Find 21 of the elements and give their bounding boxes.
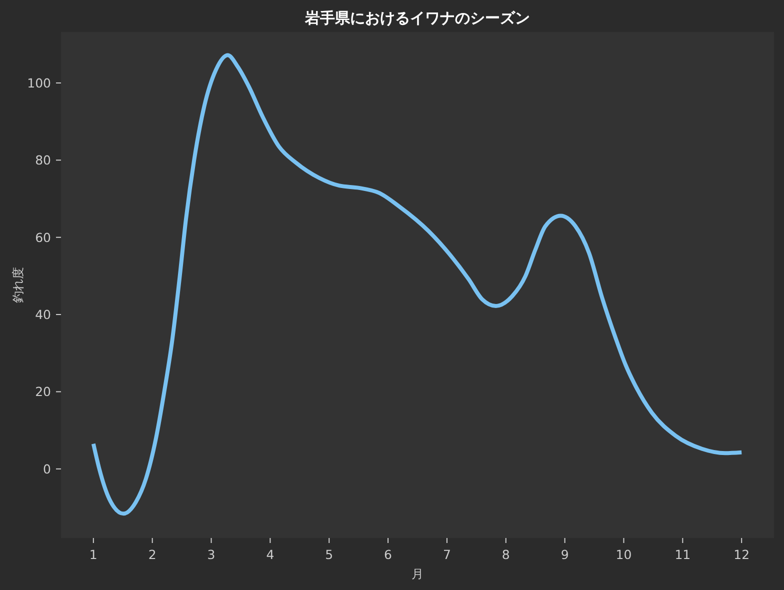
chart-title: 岩手県におけるイワナのシーズン: [304, 9, 530, 27]
x-tick-label: 9: [560, 547, 569, 562]
y-tick-label: 40: [35, 307, 52, 322]
x-tick-label: 12: [734, 547, 750, 562]
x-tick-label: 1: [89, 547, 98, 562]
x-tick-label: 10: [616, 547, 632, 562]
x-tick-label: 6: [384, 547, 392, 562]
x-tick-label: 8: [502, 547, 510, 562]
x-axis-title: 月: [412, 567, 424, 581]
y-tick-label: 0: [43, 461, 52, 476]
y-tick-label: 60: [35, 230, 52, 245]
x-tick-label: 3: [207, 547, 216, 562]
y-tick-label: 80: [35, 152, 52, 168]
x-tick-label: 7: [442, 547, 451, 562]
y-tick-label: 20: [35, 384, 52, 400]
y-axis-title: 釣れ度: [11, 267, 25, 303]
x-tick-label: 2: [148, 547, 156, 562]
x-tick-label: 4: [266, 547, 274, 562]
x-tick-label: 11: [674, 547, 691, 562]
x-tick-label: 5: [325, 547, 334, 562]
y-tick-label: 100: [27, 75, 52, 90]
